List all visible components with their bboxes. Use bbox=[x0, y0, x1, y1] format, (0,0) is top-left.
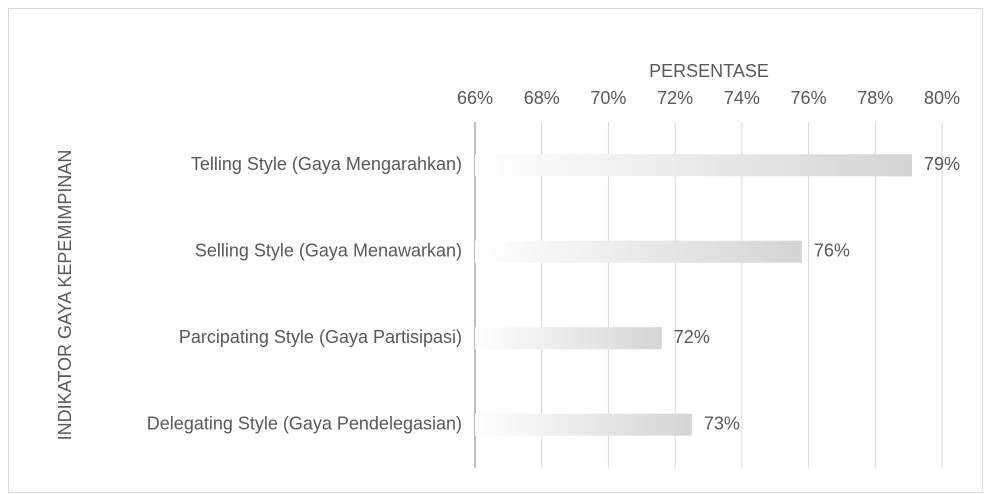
data-label: 73% bbox=[704, 414, 740, 434]
data-label: 79% bbox=[924, 154, 960, 174]
x-tick-label: 74% bbox=[724, 88, 760, 108]
x-tick-label: 78% bbox=[857, 88, 893, 108]
x-axis-label: PERSENTASE bbox=[649, 61, 769, 81]
y-tick-label: Selling Style (Gaya Menawarkan) bbox=[195, 241, 462, 261]
bar bbox=[475, 240, 802, 263]
bar bbox=[475, 413, 692, 436]
y-tick-label: Telling Style (Gaya Mengarahkan) bbox=[191, 154, 462, 174]
data-label: 72% bbox=[674, 327, 710, 347]
x-tick-label: 80% bbox=[924, 88, 960, 108]
x-tick-label: 66% bbox=[457, 88, 493, 108]
bar bbox=[475, 327, 662, 350]
y-tick-label: Delegating Style (Gaya Pendelegasian) bbox=[147, 414, 462, 434]
x-tick-label: 70% bbox=[590, 88, 626, 108]
x-tick-label: 76% bbox=[791, 88, 827, 108]
y-axis-label: INDIKATOR GAYA KEPEMIMPINAN bbox=[55, 150, 75, 441]
x-tick-label: 72% bbox=[657, 88, 693, 108]
x-tick-label: 68% bbox=[524, 88, 560, 108]
data-label: 76% bbox=[814, 241, 850, 261]
y-tick-label: Parcipating Style (Gaya Partisipasi) bbox=[179, 327, 462, 347]
bar bbox=[475, 154, 912, 177]
